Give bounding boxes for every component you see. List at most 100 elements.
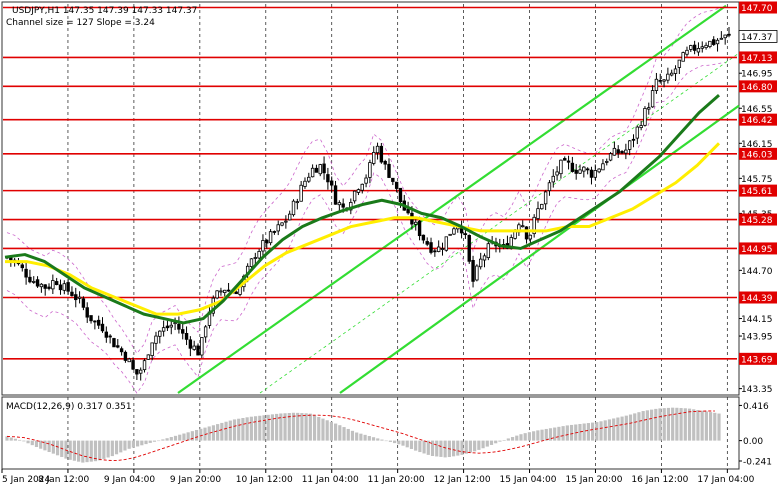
macd-histogram-bar (72, 440, 77, 461)
macd-histogram-bar (173, 435, 178, 441)
macd-histogram-bar (519, 434, 523, 441)
candle-body (601, 163, 605, 171)
macd-histogram-bar (654, 408, 658, 441)
level-price-label: 146.42 (741, 116, 773, 126)
macd-y-tick-label: 0.416 (743, 402, 769, 412)
candle-body (391, 177, 395, 182)
macd-histogram-bar (392, 440, 397, 444)
macd-histogram-bar (47, 440, 51, 453)
current-price-box (738, 30, 778, 43)
macd-histogram-bar (245, 417, 249, 441)
price-pane-frame (1, 1, 740, 396)
macd-histogram-bar (169, 437, 173, 441)
macd-histogram-bar (607, 419, 612, 441)
candle-body (291, 200, 296, 216)
macd-histogram-bar (346, 428, 350, 441)
level-price-box (739, 184, 777, 197)
macd-histogram-bar (473, 440, 477, 452)
y-tick-label: 143.35 (741, 385, 773, 395)
macd-y-tick-label: 0.00 (743, 437, 763, 447)
macd-histogram-bar (308, 413, 312, 441)
macd-histogram-bar (321, 418, 325, 441)
macd-histogram-bar (157, 440, 161, 442)
candle-body (135, 369, 139, 375)
macd-histogram-bar (329, 421, 334, 441)
macd-histogram-bar (190, 431, 194, 441)
candle-body (387, 163, 391, 178)
macd-histogram-bar (68, 440, 72, 460)
macd-histogram-bar (569, 424, 574, 441)
candle-body (643, 108, 647, 126)
candle-body (74, 294, 78, 301)
macd-histogram-bar (312, 415, 317, 441)
macd-histogram-bar (186, 432, 190, 441)
x-tick-label: 15 Jan 04:00 (500, 475, 557, 485)
candle-body (700, 46, 704, 49)
candle-body (177, 323, 181, 330)
candle-body (521, 225, 525, 228)
macd-histogram-bar (367, 436, 371, 441)
macd-histogram-bar (464, 440, 468, 454)
candle-body (192, 345, 196, 350)
candle-body (662, 79, 666, 82)
candle-body (188, 339, 193, 349)
candle-body (708, 40, 712, 47)
macd-histogram-bar (30, 440, 34, 446)
macd-histogram-bar (502, 440, 506, 441)
candle-body (35, 279, 40, 287)
x-tick-label: 15 Jan 20:00 (565, 475, 622, 485)
macd-histogram-bar (85, 440, 89, 463)
macd-histogram-bar (300, 413, 304, 441)
x-tick-label: 16 Jan 12:00 (631, 475, 688, 485)
macd-histogram-bar (582, 423, 586, 441)
candle-body (32, 281, 36, 283)
macd-histogram-bar (460, 440, 464, 455)
macd-histogram-bar (371, 437, 376, 441)
macd-histogram-bar (182, 433, 186, 441)
candle-body (689, 45, 693, 50)
macd-histogram-bar (515, 435, 519, 441)
macd-histogram-bar (13, 438, 18, 441)
macd-histogram-bar (334, 423, 338, 441)
level-price-box (739, 80, 777, 93)
macd-histogram-bar (451, 440, 456, 457)
candle-body (475, 265, 479, 281)
candle-body (54, 281, 59, 285)
candle-body (551, 175, 555, 183)
candle-body (375, 145, 380, 154)
level-price-box (739, 242, 777, 255)
x-tick-label: 9 Jan 20:00 (170, 475, 222, 485)
candle-body (284, 220, 288, 223)
macd-header: MACD(12,26,9) 0.317 0.351 (6, 402, 132, 412)
candle-body (559, 159, 563, 175)
candle-body (81, 298, 86, 308)
candle-body (165, 325, 170, 329)
macd-histogram-bar (603, 420, 607, 441)
candle-body (647, 107, 651, 110)
candle-body (116, 345, 120, 348)
macd-histogram-bar (426, 440, 430, 455)
candle-body (51, 280, 55, 290)
band-line (6, 6, 726, 355)
macd-histogram-bar (700, 410, 704, 441)
candle-body (566, 160, 571, 163)
candle-body (226, 289, 231, 292)
macd-histogram-bar (468, 440, 473, 453)
candle-body (70, 291, 74, 296)
candle-body (234, 291, 238, 295)
macd-histogram-bar (291, 412, 296, 441)
macd-histogram-bar (540, 429, 544, 441)
y-tick-label: 145.75 (741, 175, 773, 185)
candle-body (299, 184, 303, 202)
macd-histogram-bar (443, 440, 447, 458)
candle-body (574, 169, 578, 174)
candle-body (444, 236, 449, 251)
macd-histogram-bar (380, 439, 384, 441)
candle-body (62, 283, 67, 291)
macd-histogram-bar (628, 414, 633, 441)
macd-signal-line (6, 410, 715, 461)
x-tick-label: 12 Jan 12:00 (434, 475, 491, 485)
macd-histogram-bar (136, 440, 140, 447)
macd-histogram-bar (161, 439, 165, 441)
